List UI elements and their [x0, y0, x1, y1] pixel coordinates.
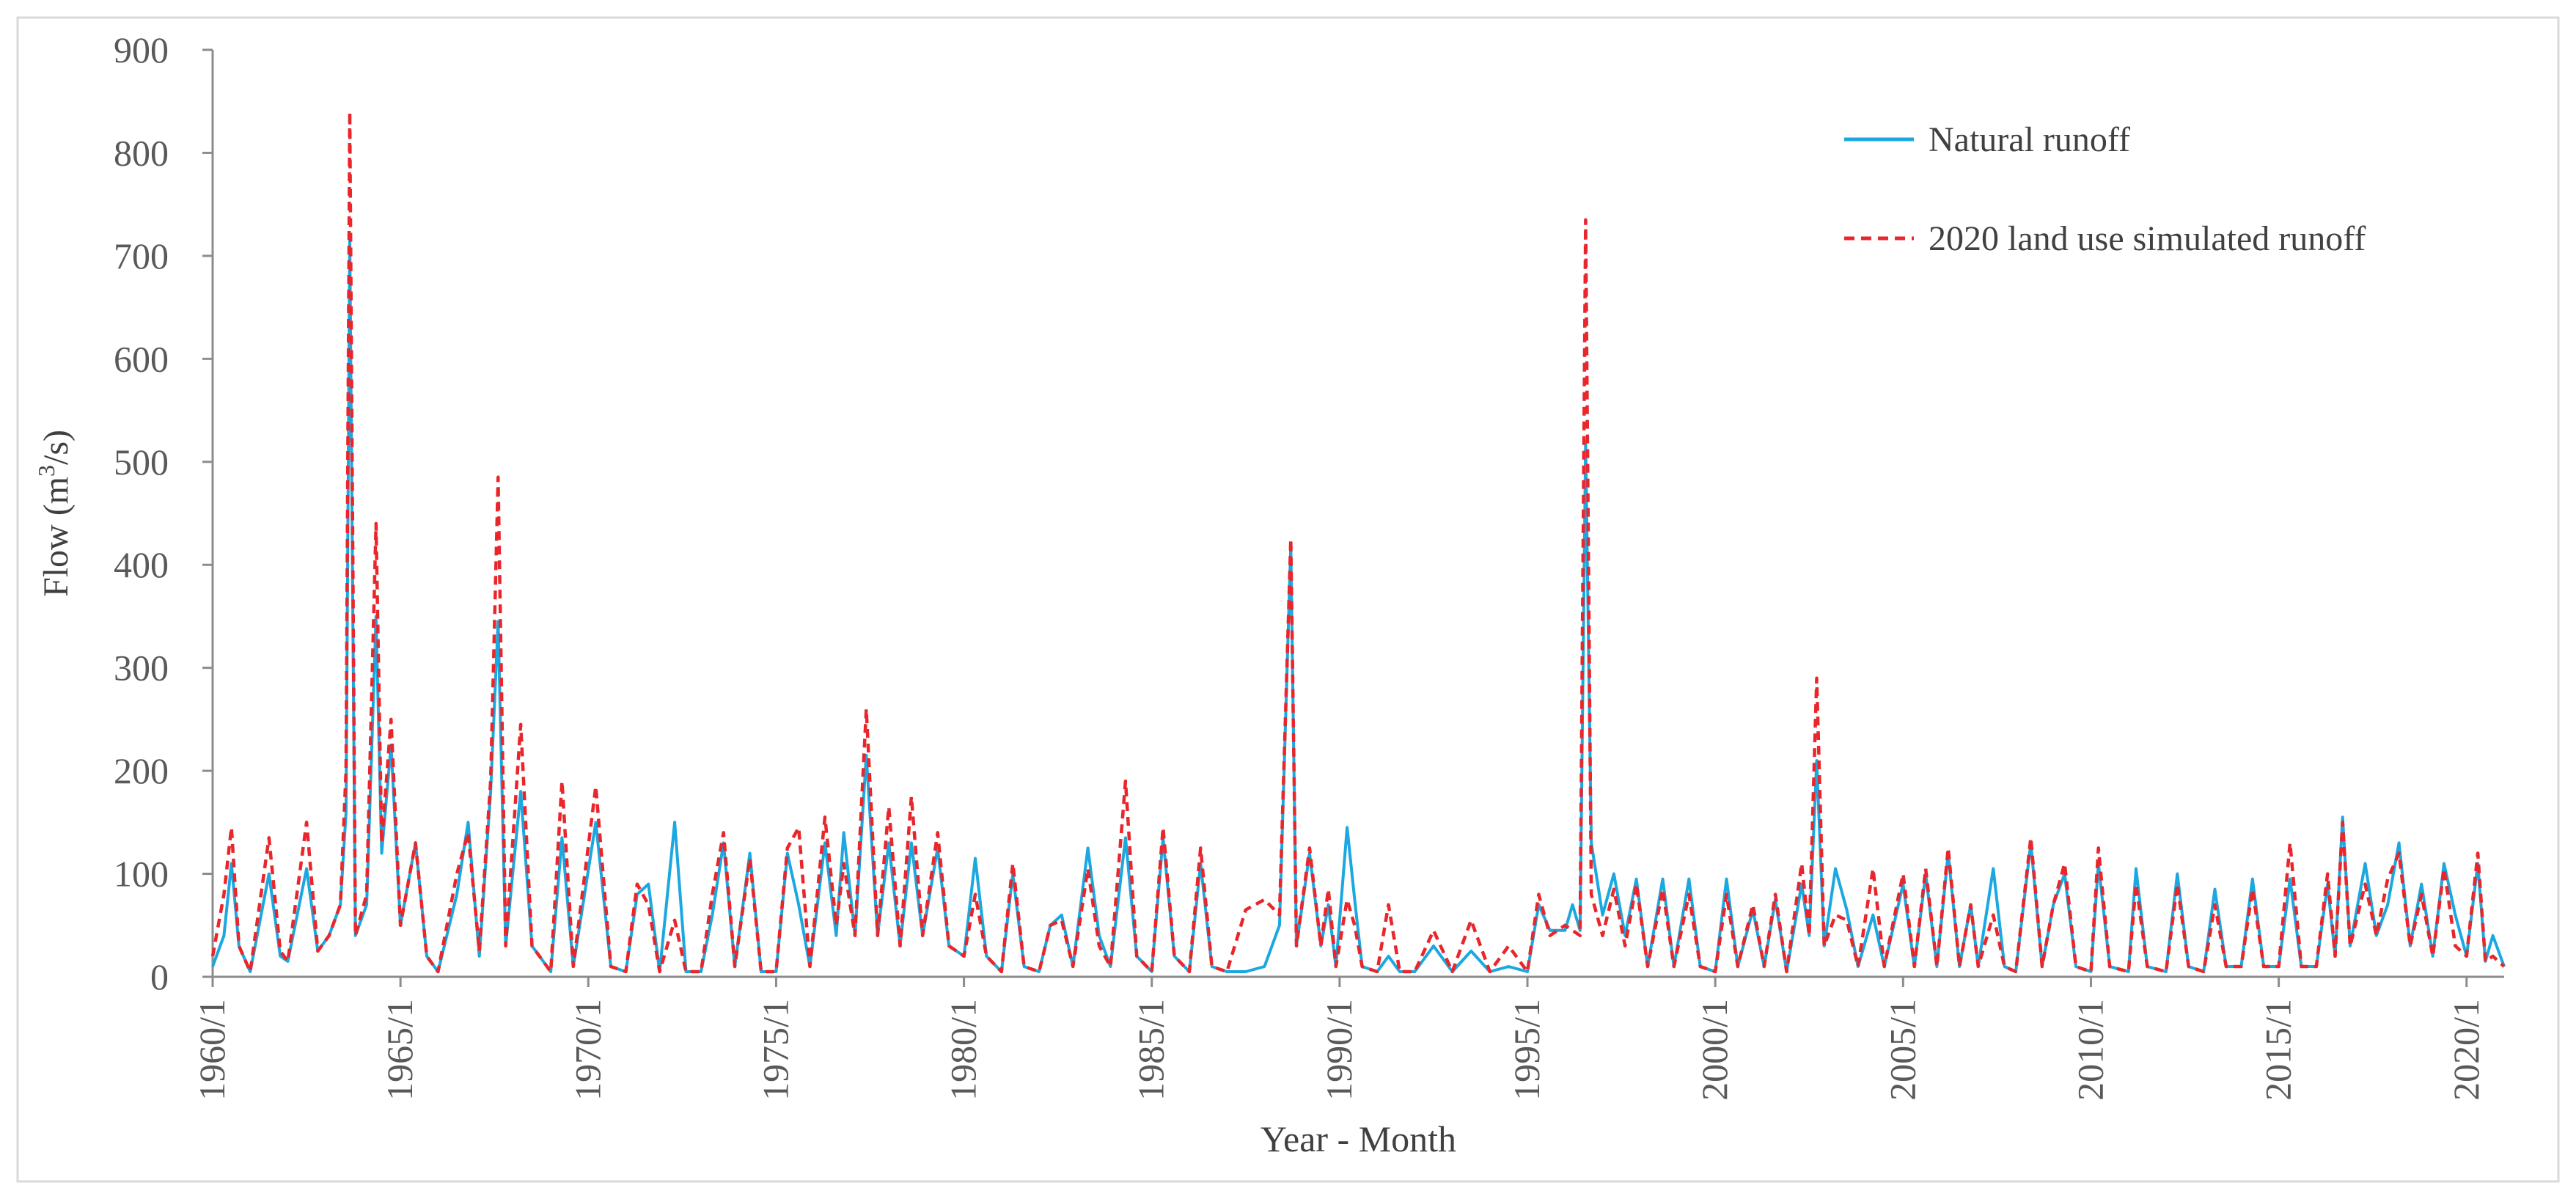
- x-axis-title: Year - Month: [1261, 1118, 1456, 1159]
- x-tick-label: 2015/1: [2258, 999, 2299, 1101]
- y-tick-label: 400: [114, 544, 169, 585]
- y-tick-label: 500: [114, 441, 169, 483]
- x-tick-label: 1975/1: [755, 999, 796, 1101]
- x-tick-label: 1990/1: [1318, 999, 1359, 1101]
- series-group: [210, 110, 2506, 974]
- x-tick-label: 2020/1: [2445, 999, 2487, 1101]
- legend-item-natural-runoff: Natural runoff: [1844, 120, 2130, 159]
- legend-item-simulated-runoff: 2020 land use simulated runoff: [1844, 219, 2366, 258]
- y-axis-title: Flow (m3/s): [33, 430, 76, 597]
- x-tick-label: 2005/1: [1882, 999, 1923, 1101]
- legend-label-simulated-runoff: 2020 land use simulated runoff: [1929, 219, 2366, 258]
- y-tick-label: 600: [114, 338, 169, 379]
- series-line-natural-runoff: [211, 233, 2506, 973]
- y-axis: 0 100 200 300 400 500 600 700 800 900: [114, 29, 214, 997]
- y-tick-label: 300: [114, 648, 169, 689]
- x-tick-label: 2010/1: [2069, 999, 2110, 1101]
- x-tick-label: 1980/1: [943, 999, 984, 1101]
- y-tick-label: 900: [114, 29, 169, 70]
- y-axis-title-superscript: 3: [33, 465, 59, 477]
- x-axis: 1960/1 1965/1 1970/1 1975/1 1980/1 1985/1 1990…: [191, 975, 2504, 1101]
- x-tick-label: 1960/1: [191, 999, 232, 1101]
- y-tick-label: 0: [150, 956, 169, 997]
- legend: Natural runoff 2020 land use simulated r…: [1844, 120, 2366, 258]
- y-tick-label: 100: [114, 854, 169, 895]
- x-tick-label: 1965/1: [379, 999, 420, 1101]
- x-tick-label: 1995/1: [1506, 999, 1547, 1101]
- y-axis-title-prefix: Flow (m: [37, 477, 76, 597]
- y-axis-title-suffix: /s): [37, 430, 76, 465]
- x-tick-label: 1970/1: [567, 999, 608, 1101]
- x-tick-label: 1985/1: [1131, 999, 1172, 1101]
- legend-label-natural-runoff: Natural runoff: [1929, 120, 2130, 159]
- y-tick-label: 200: [114, 750, 169, 791]
- y-tick-label: 800: [114, 132, 169, 173]
- y-tick-label: 700: [114, 235, 169, 276]
- x-tick-label: 2000/1: [1694, 999, 1735, 1101]
